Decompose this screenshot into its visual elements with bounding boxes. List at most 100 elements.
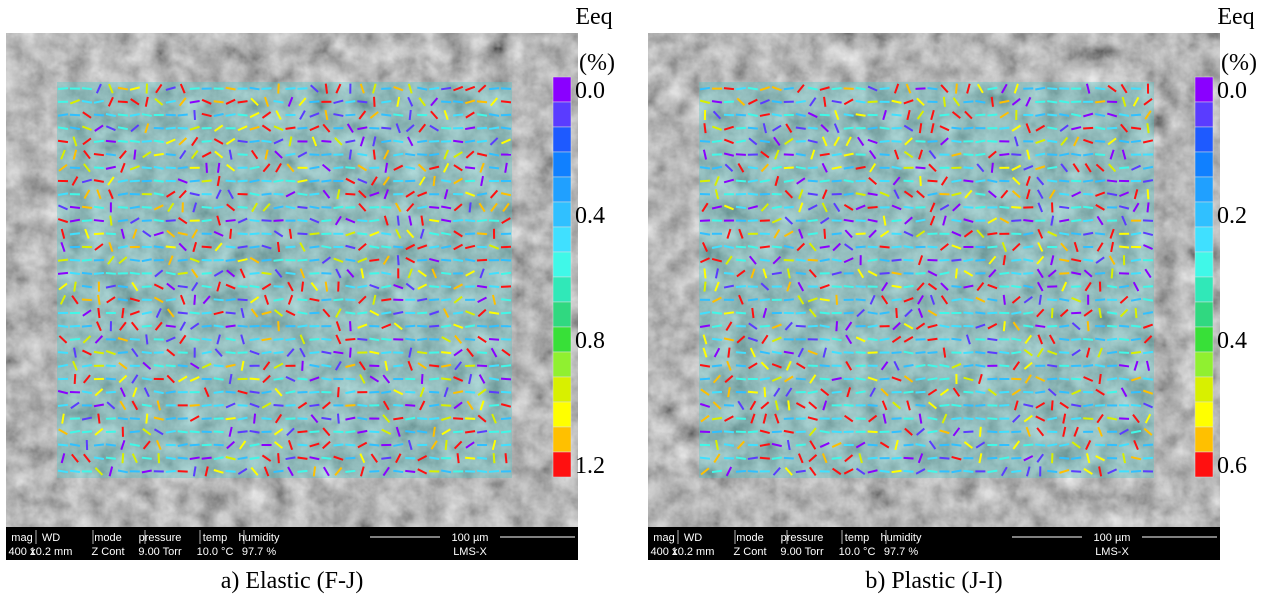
strain-vector xyxy=(249,271,260,275)
strain-vector xyxy=(786,281,792,292)
strain-vector xyxy=(476,139,488,143)
strain-vector xyxy=(408,347,413,358)
strain-vector xyxy=(975,152,986,157)
strain-vector xyxy=(725,255,733,265)
strain-vector xyxy=(238,440,247,450)
strain-vector xyxy=(867,430,878,434)
strain-vector xyxy=(141,140,152,143)
strain-vector xyxy=(1130,390,1142,394)
strain-vector xyxy=(261,139,272,144)
strain-vector xyxy=(1047,113,1058,117)
strain-vector xyxy=(321,179,332,183)
strain-vector xyxy=(322,308,331,318)
strain-vector xyxy=(903,375,914,383)
strain-vector xyxy=(177,166,188,170)
strain-vector xyxy=(1146,202,1150,213)
strain-vector xyxy=(345,100,356,104)
strain-vector xyxy=(225,311,236,315)
strain-vector xyxy=(903,350,914,355)
strain-vector xyxy=(1047,349,1058,356)
strain-vector xyxy=(178,216,188,225)
strain-vector xyxy=(892,322,901,331)
colorbar-band xyxy=(552,351,572,378)
strain-vector xyxy=(869,387,876,398)
strain-vector xyxy=(202,295,211,305)
colorbar-band xyxy=(1194,326,1214,353)
strain-vector xyxy=(477,351,488,354)
colorbar-band xyxy=(1194,351,1214,378)
strain-vector xyxy=(345,469,356,473)
strain-vector xyxy=(795,165,806,170)
strain-vector xyxy=(57,403,69,407)
strain-vector xyxy=(201,151,212,158)
strain-vector xyxy=(975,403,986,407)
strain-vector xyxy=(1095,271,1106,275)
strain-vector xyxy=(1059,218,1070,223)
strain-vector xyxy=(807,126,818,130)
strain-vector xyxy=(1036,268,1044,279)
strain-vector xyxy=(1036,453,1044,463)
strain-vector xyxy=(915,322,926,330)
strain-vector xyxy=(820,388,830,397)
strain-vector xyxy=(867,324,878,328)
strain-vector xyxy=(179,149,187,160)
strain-vector xyxy=(724,163,734,172)
strain-vector xyxy=(1023,443,1034,447)
strain-vector xyxy=(108,189,114,200)
strain-vector xyxy=(855,351,866,354)
strain-vector xyxy=(747,390,758,394)
strain-vector xyxy=(465,430,476,434)
strain-vector xyxy=(131,453,138,464)
strain-vector xyxy=(453,417,464,420)
strain-vector xyxy=(952,427,961,437)
strain-vector xyxy=(795,324,806,328)
strain-vector xyxy=(191,228,199,239)
strain-vector xyxy=(117,192,128,197)
strain-vector xyxy=(807,204,818,211)
strain-vector xyxy=(117,416,128,421)
strain-vector xyxy=(1142,350,1154,355)
strain-vector xyxy=(153,390,164,395)
strain-vector xyxy=(297,258,308,262)
strain-vector xyxy=(749,400,757,411)
strain-vector xyxy=(867,456,878,460)
strain-vector xyxy=(93,443,104,447)
strain-vector xyxy=(1060,242,1069,252)
strain-vector xyxy=(417,468,428,475)
strain-vector xyxy=(735,311,746,315)
strain-vector xyxy=(891,204,902,211)
strain-vector xyxy=(73,373,77,385)
strain-vector xyxy=(239,268,246,279)
strain-vector xyxy=(1097,347,1103,358)
strain-vector xyxy=(189,375,200,383)
strain-vector xyxy=(987,190,997,199)
strain-vector xyxy=(723,204,734,211)
strain-vector xyxy=(395,123,401,134)
strain-vector xyxy=(736,440,746,450)
strain-vector xyxy=(963,153,974,156)
strain-vector xyxy=(393,113,404,117)
strain-vector xyxy=(120,439,126,451)
strain-vector xyxy=(476,152,488,157)
strain-vector xyxy=(107,176,115,186)
strain-vector xyxy=(237,467,248,475)
strain-vector xyxy=(795,126,806,130)
strain-vector xyxy=(310,414,319,424)
strain-vector xyxy=(297,430,308,434)
strain-vector xyxy=(903,230,914,237)
strain-vector xyxy=(441,377,452,381)
strain-vector xyxy=(831,232,842,236)
strain-vector xyxy=(906,400,911,411)
strain-vector xyxy=(918,123,923,134)
strain-vector xyxy=(177,231,188,236)
colorbar-band xyxy=(552,101,572,128)
strain-vector xyxy=(393,404,404,407)
strain-vector xyxy=(843,311,854,315)
colorbar-band xyxy=(1194,426,1214,453)
strain-vector xyxy=(999,217,1010,224)
strain-vector xyxy=(1118,337,1130,341)
strain-vector xyxy=(939,377,950,381)
strain-vector xyxy=(321,256,332,264)
strain-vector xyxy=(57,324,69,328)
